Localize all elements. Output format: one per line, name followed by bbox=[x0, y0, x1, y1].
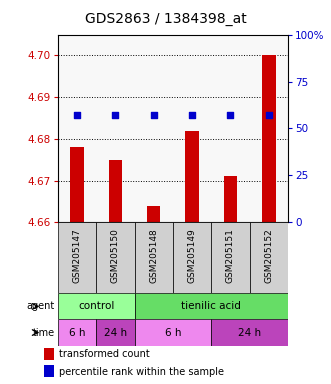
Bar bbox=[147, 206, 161, 222]
Text: GSM205148: GSM205148 bbox=[149, 228, 158, 283]
Point bbox=[189, 112, 195, 118]
Point bbox=[151, 112, 157, 118]
Text: GSM205151: GSM205151 bbox=[226, 228, 235, 283]
Bar bbox=[211, 222, 250, 293]
Point bbox=[113, 112, 118, 118]
Bar bbox=[173, 222, 211, 293]
Text: agent: agent bbox=[26, 301, 55, 311]
Bar bbox=[135, 319, 211, 346]
Bar bbox=[44, 365, 54, 377]
Text: 24 h: 24 h bbox=[104, 328, 127, 338]
Text: transformed count: transformed count bbox=[59, 349, 149, 359]
Text: control: control bbox=[78, 301, 115, 311]
Bar bbox=[58, 319, 96, 346]
Text: 6 h: 6 h bbox=[69, 328, 85, 338]
Bar bbox=[211, 319, 288, 346]
Bar bbox=[185, 131, 199, 222]
Text: GSM205149: GSM205149 bbox=[188, 228, 197, 283]
Text: 24 h: 24 h bbox=[238, 328, 261, 338]
Text: GDS2863 / 1384398_at: GDS2863 / 1384398_at bbox=[85, 12, 246, 25]
Bar bbox=[96, 319, 135, 346]
Bar bbox=[262, 55, 275, 222]
Bar bbox=[109, 160, 122, 222]
Bar bbox=[58, 222, 96, 293]
Point bbox=[266, 112, 271, 118]
Text: percentile rank within the sample: percentile rank within the sample bbox=[59, 366, 224, 377]
Text: GSM205152: GSM205152 bbox=[264, 228, 273, 283]
Bar bbox=[58, 293, 135, 319]
Text: tienilic acid: tienilic acid bbox=[181, 301, 241, 311]
Point bbox=[74, 112, 80, 118]
Bar bbox=[135, 222, 173, 293]
Bar bbox=[44, 348, 54, 360]
Text: 6 h: 6 h bbox=[165, 328, 181, 338]
Text: GSM205150: GSM205150 bbox=[111, 228, 120, 283]
Bar bbox=[224, 176, 237, 222]
Bar bbox=[96, 222, 135, 293]
Point bbox=[228, 112, 233, 118]
Text: time: time bbox=[32, 328, 55, 338]
Bar bbox=[250, 222, 288, 293]
Bar bbox=[71, 147, 84, 222]
Text: GSM205147: GSM205147 bbox=[72, 228, 82, 283]
Bar bbox=[135, 293, 288, 319]
